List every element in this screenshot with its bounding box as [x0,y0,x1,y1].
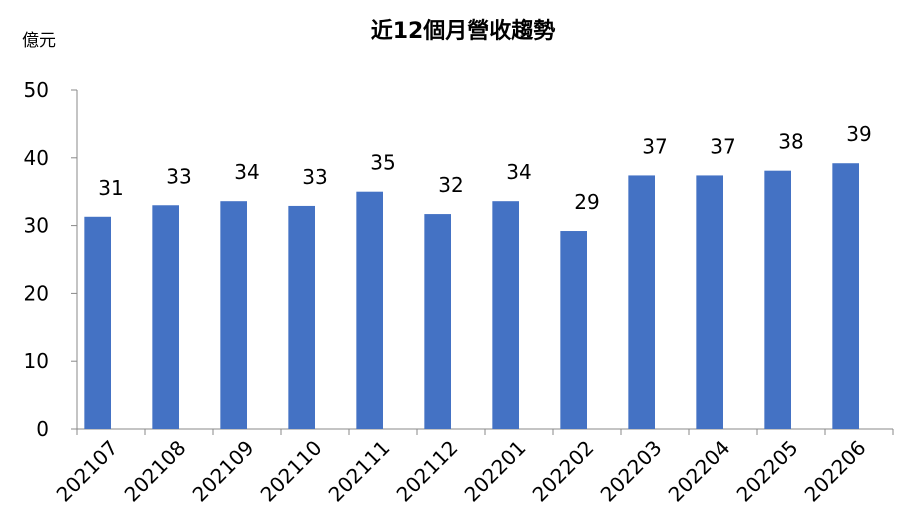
x-tick-label: 202108 [120,436,191,507]
bar [696,175,723,429]
value-label: 32 [438,173,463,197]
bar [832,163,859,429]
y-tick-label: 30 [24,214,49,238]
x-tick-label: 202204 [664,436,735,507]
bar [220,201,247,429]
chart-title: 近12個月營收趨勢 [371,18,556,44]
x-tick-label: 202206 [800,436,871,507]
bar [560,231,587,429]
bar [356,191,383,429]
x-tick-label: 202205 [732,436,803,507]
value-label: 34 [234,160,259,184]
bar [492,201,519,429]
x-tick-label: 202112 [392,436,463,507]
value-label: 37 [710,134,735,158]
y-tick-label: 10 [24,349,49,373]
value-label: 35 [370,151,395,175]
value-label: 37 [642,134,667,158]
value-label: 38 [778,130,803,154]
x-tick-label: 202202 [528,436,599,507]
bar [764,170,791,429]
y-tick-label: 50 [24,78,49,102]
y-axis-label: 億元 [22,31,56,51]
value-label: 39 [846,122,871,146]
value-label: 29 [574,190,599,214]
x-tick-label: 202110 [256,436,327,507]
x-tick-label: 202107 [52,436,123,507]
bar [84,216,111,429]
bar [424,214,451,429]
bar [152,205,179,429]
value-label: 33 [302,165,327,189]
y-tick-label: 0 [36,417,49,441]
bar [288,205,315,429]
x-tick-label: 202203 [596,436,667,507]
y-tick-label: 20 [24,281,49,305]
x-tick-label: 202111 [324,436,395,507]
x-tick-label: 202201 [460,436,531,507]
bar [628,175,655,429]
value-label: 31 [98,176,123,200]
y-tick-label: 40 [24,146,49,170]
value-label: 34 [506,160,531,184]
value-label: 33 [166,164,191,188]
x-tick-label: 202109 [188,436,259,507]
